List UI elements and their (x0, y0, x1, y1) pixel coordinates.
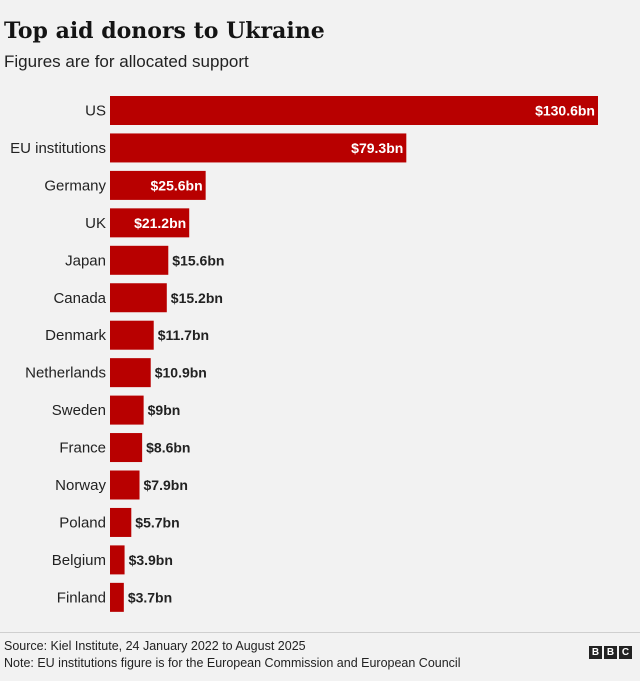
bar (110, 133, 407, 163)
value-label: $11.7bn (158, 327, 209, 343)
category-label: Canada (53, 290, 106, 307)
value-label: $25.6bn (151, 177, 203, 193)
bar (110, 470, 140, 500)
category-label: Germany (44, 177, 106, 194)
category-label: Poland (59, 514, 106, 531)
category-label: Sweden (52, 402, 106, 419)
bbc-logo: B B C (589, 646, 632, 659)
category-label: Norway (55, 477, 106, 494)
value-label: $15.6bn (172, 252, 224, 268)
bar (110, 245, 169, 275)
value-label: $130.6bn (535, 103, 595, 119)
category-label: Belgium (52, 552, 106, 569)
value-label: $7.9bn (144, 477, 188, 493)
value-label: $10.9bn (155, 365, 207, 381)
bar (110, 395, 144, 425)
source-text: Source: Kiel Institute, 24 January 2022 … (4, 639, 306, 653)
note-text: Note: EU institutions figure is for the … (4, 656, 461, 670)
category-label: Netherlands (25, 365, 106, 382)
category-label: Japan (65, 252, 106, 269)
bar (110, 358, 151, 388)
logo-letter: B (589, 646, 602, 659)
category-label: US (85, 103, 106, 120)
bar (110, 582, 124, 612)
logo-letter: C (619, 646, 632, 659)
bar (110, 170, 206, 200)
value-label: $3.9bn (129, 552, 173, 568)
footer-divider (0, 632, 640, 633)
bar (110, 283, 167, 313)
logo-letter: B (604, 646, 617, 659)
value-label: $9bn (148, 402, 181, 418)
value-label: $15.2bn (171, 290, 223, 306)
category-label: EU institutions (10, 140, 106, 157)
category-label: Finland (57, 589, 106, 606)
bar-chart: US $130.6bn EU institutions $79.3bn Germany $… (10, 96, 598, 612)
category-label: UK (85, 215, 106, 232)
category-label: Denmark (45, 327, 106, 344)
bar (110, 545, 125, 575)
chart-title: Top aid donors to Ukraine (4, 18, 325, 44)
category-label: France (59, 440, 106, 457)
bar (110, 433, 143, 463)
chart-subtitle: Figures are for allocated support (4, 52, 249, 71)
bar (110, 96, 598, 125)
value-label: $21.2bn (134, 215, 186, 231)
bar (110, 507, 132, 537)
value-label: $5.7bn (135, 514, 179, 530)
value-label: $79.3bn (351, 140, 403, 156)
value-label: $3.7bn (128, 589, 172, 605)
bar (110, 208, 190, 238)
bar (110, 320, 154, 350)
value-label: $8.6bn (146, 440, 190, 456)
